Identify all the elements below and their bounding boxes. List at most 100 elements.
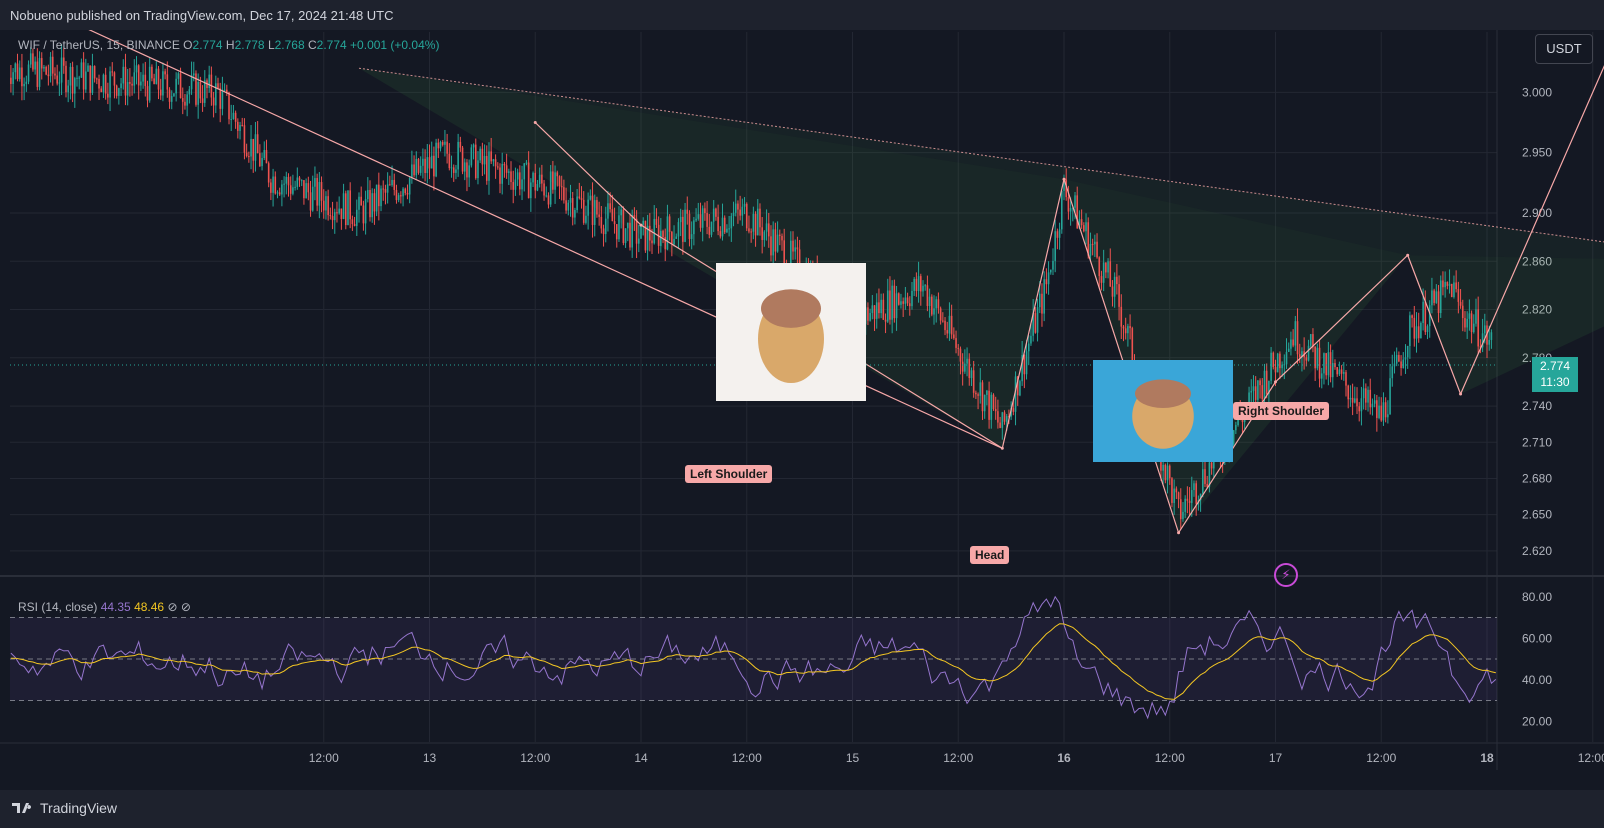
- candle-body: [1164, 464, 1167, 481]
- candle-body: [261, 157, 263, 167]
- candle-body: [1490, 332, 1493, 340]
- change-value: +0.001 (+0.04%): [350, 38, 440, 52]
- candle-body: [697, 214, 700, 219]
- flash-icon[interactable]: ⚡: [1274, 563, 1298, 587]
- candle-body: [336, 212, 338, 214]
- head-label: Head: [970, 546, 1010, 564]
- candle-body: [1431, 290, 1433, 306]
- candle-body: [1380, 405, 1383, 421]
- candle-body: [1428, 305, 1431, 327]
- candle-body: [543, 183, 545, 196]
- pattern-point: [1274, 380, 1277, 384]
- candle-body: [278, 192, 281, 195]
- candle-body: [772, 229, 774, 256]
- candle-body: [265, 149, 268, 164]
- candle-body: [580, 198, 583, 200]
- candle-body: [36, 61, 39, 87]
- candle-body: [329, 215, 332, 217]
- candle-body: [190, 75, 193, 90]
- currency-button[interactable]: USDT: [1535, 34, 1593, 64]
- candle-body: [14, 63, 17, 73]
- candle-body: [1417, 326, 1420, 339]
- candle-body: [1087, 222, 1090, 256]
- candle-body: [1025, 351, 1028, 375]
- candle-body: [419, 165, 422, 173]
- candle-body: [259, 153, 261, 167]
- candle-body: [1318, 347, 1321, 379]
- candle-body: [243, 125, 246, 153]
- candle-body: [1098, 257, 1101, 277]
- candle-body: [181, 98, 184, 102]
- candle-body: [878, 302, 880, 314]
- candle-body: [717, 216, 719, 232]
- candle-body: [1389, 378, 1391, 415]
- candle-body: [25, 81, 28, 84]
- candle-body: [283, 183, 285, 185]
- candle-body: [270, 182, 272, 193]
- candle-body: [972, 370, 975, 393]
- candle-body: [85, 71, 87, 90]
- candle-body: [212, 97, 215, 106]
- hide-icon[interactable]: ⊘: [167, 600, 178, 614]
- candle-body: [525, 162, 528, 164]
- candle-body: [1450, 283, 1453, 298]
- candle-body: [1190, 490, 1193, 503]
- price-chart[interactable]: 3.0002.9502.9002.8602.8202.7802.7402.710…: [0, 0, 1604, 790]
- candle-body: [1195, 483, 1197, 504]
- candle-body: [457, 141, 459, 170]
- candle-body: [1274, 367, 1277, 373]
- candle-body: [1193, 483, 1195, 491]
- candle-body: [254, 134, 257, 161]
- rsi-value: 44.35: [100, 600, 131, 614]
- candle-body: [402, 188, 404, 197]
- hide-icon[interactable]: ⊘: [180, 600, 191, 614]
- dog-meme-picture-hat: [1135, 379, 1191, 408]
- candle-body: [895, 293, 898, 319]
- candle-body: [975, 392, 977, 395]
- time-tick-label: 12:00: [943, 751, 973, 765]
- candle-body: [470, 147, 473, 166]
- candle-body: [1076, 195, 1079, 229]
- candle-body: [27, 64, 30, 82]
- candle-body: [1186, 498, 1189, 501]
- candle-body: [585, 215, 587, 223]
- chart-area[interactable]: 3.0002.9502.9002.8602.8202.7802.7402.710…: [0, 0, 1604, 790]
- candle-body: [688, 213, 691, 239]
- candle-body: [155, 68, 158, 85]
- candle-body: [1336, 367, 1338, 375]
- candle-body: [245, 152, 248, 157]
- candle-body: [267, 163, 270, 183]
- candle-body: [684, 209, 686, 242]
- candle-body: [217, 83, 219, 89]
- candle-body: [133, 72, 136, 86]
- candle-body: [743, 203, 746, 207]
- candle-body: [512, 182, 515, 190]
- candle-body: [347, 190, 349, 226]
- candle-body: [29, 53, 32, 65]
- candle-body: [783, 240, 786, 269]
- candle-body: [1464, 318, 1466, 328]
- candle-body: [1129, 326, 1131, 329]
- candle-body: [946, 330, 949, 334]
- candle-body: [380, 188, 382, 207]
- candle-body: [915, 278, 918, 292]
- candle-body: [884, 319, 887, 322]
- candle-body: [732, 212, 735, 217]
- rsi-tick-label: 20.00: [1522, 714, 1552, 728]
- candle-body: [1373, 400, 1376, 404]
- candle-body: [609, 203, 611, 210]
- candle-body: [1356, 398, 1358, 407]
- candle-body: [1376, 400, 1378, 418]
- candle-body: [371, 193, 374, 218]
- tradingview-brand[interactable]: TradingView: [12, 800, 117, 816]
- candle-body: [455, 169, 457, 173]
- candle-body: [516, 172, 519, 180]
- candle-body: [721, 217, 724, 237]
- candle-body: [1175, 488, 1178, 493]
- candle-body: [397, 195, 400, 201]
- price-tick-label: 2.900: [1522, 206, 1552, 220]
- candle-body: [214, 83, 217, 106]
- candle-body: [1411, 315, 1413, 318]
- candle-body: [272, 176, 274, 193]
- candle-body: [774, 229, 777, 252]
